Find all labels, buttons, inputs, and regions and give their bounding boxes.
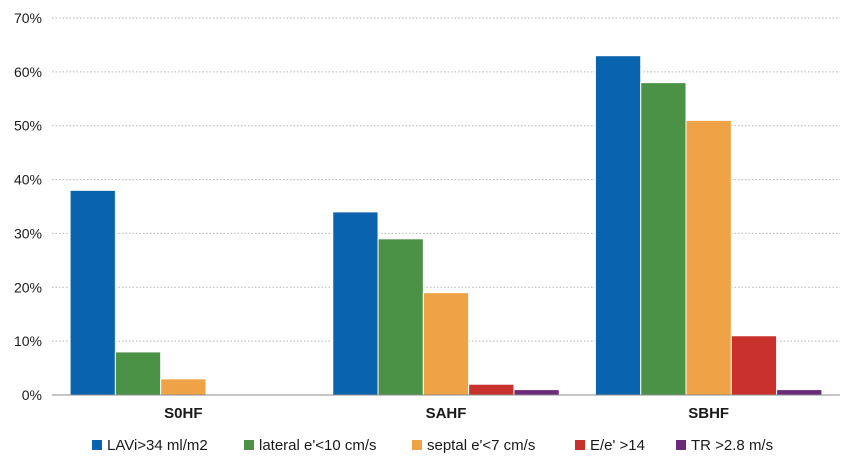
y-tick-label: 60% xyxy=(14,64,42,80)
bar-sbhf-0 xyxy=(594,55,642,396)
bar-sahf-1 xyxy=(377,238,424,396)
y-tick-label: 30% xyxy=(14,225,42,241)
bar-s0hf-2 xyxy=(160,378,207,396)
bar-sahf-4 xyxy=(513,389,560,396)
y-axis: 0% 10% 20% 30% 40% 50% 60% 70% xyxy=(14,10,42,403)
legend-label: lateral e'<10 cm/s xyxy=(259,437,377,454)
bar-sbhf-3 xyxy=(730,335,778,396)
legend-label: TR >2.8 m/s xyxy=(691,437,773,454)
y-tick-label: 70% xyxy=(14,10,42,26)
legend: LAVi>34 ml/m2 lateral e'<10 cm/s septal e'… xyxy=(92,437,773,454)
x-axis: S0HF SAHF SBHF xyxy=(52,394,840,422)
y-tick-label: 0% xyxy=(22,387,42,403)
y-tick-label: 10% xyxy=(14,333,42,349)
bar-sahf-3 xyxy=(468,383,515,396)
bar-sahf-0 xyxy=(332,211,379,396)
category-label: SBHF xyxy=(688,405,729,422)
legend-swatch xyxy=(575,440,585,450)
legend-swatch xyxy=(676,440,686,450)
category-label: SAHF xyxy=(426,405,467,422)
bar-sahf-2 xyxy=(422,292,470,396)
bar-sbhf-2 xyxy=(685,119,732,396)
y-tick-label: 40% xyxy=(14,172,42,188)
bar-sbhf-4 xyxy=(776,389,823,396)
legend-swatch xyxy=(412,440,422,450)
legend-swatch xyxy=(244,440,254,450)
y-tick-label: 20% xyxy=(14,279,42,295)
legend-label: LAVi>34 ml/m2 xyxy=(107,437,208,454)
y-tick-label: 50% xyxy=(14,118,42,134)
bar-sbhf-1 xyxy=(640,82,687,396)
bar-s0hf-0 xyxy=(69,189,116,396)
category-label: S0HF xyxy=(164,405,202,422)
legend-swatch xyxy=(92,440,102,450)
bars xyxy=(69,55,823,396)
legend-label: E/e' >14 xyxy=(590,437,645,454)
legend-label: septal e'<7 cm/s xyxy=(427,437,535,454)
bar-s0hf-1 xyxy=(114,351,162,396)
